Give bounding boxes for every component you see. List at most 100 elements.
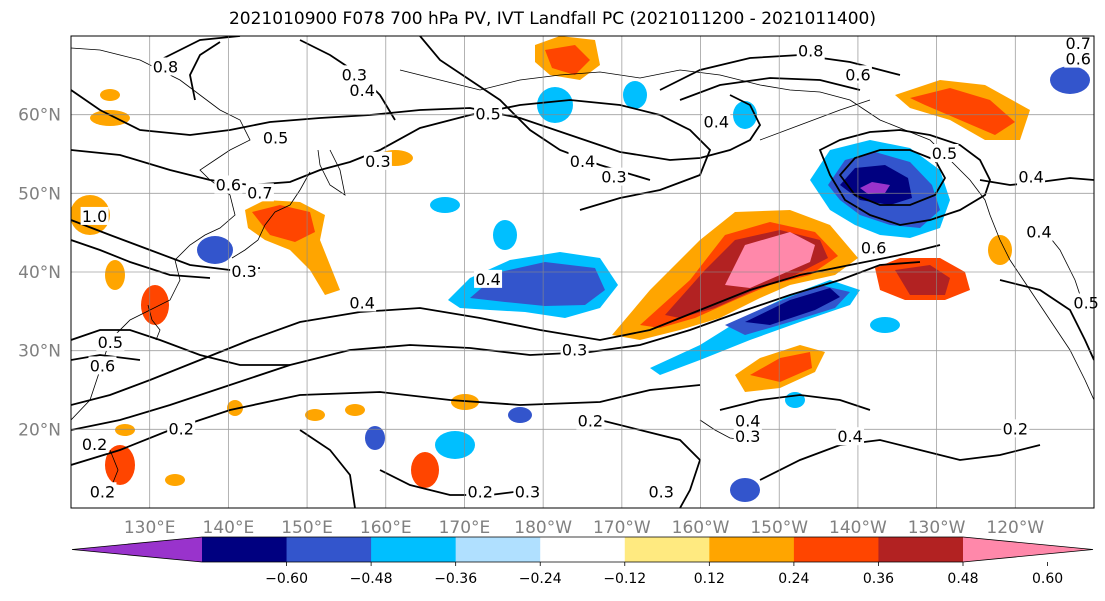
contour-label-bg — [560, 340, 589, 359]
negative-anomaly-area — [745, 288, 840, 325]
contour-label-bg — [96, 332, 125, 351]
contour-label-bg — [80, 206, 109, 225]
contour-label-bg — [1064, 49, 1093, 68]
longitude-labels: 130°E 140°E 150°E 160°E 170°E 180°W 170°W 160°W… — [124, 518, 1045, 538]
lon-tick-label: 170°W — [593, 518, 651, 538]
colorbar-segment — [624, 537, 710, 562]
contour-label: 0.4 — [704, 113, 729, 132]
contour-label: 0.5 — [475, 105, 500, 124]
contour-label-bg — [363, 151, 392, 170]
contour-label: 0.6 — [216, 175, 241, 194]
contour-label: 0.2 — [168, 419, 193, 438]
lat-tick-label: 60°N — [18, 106, 61, 126]
lat-tick-label: 20°N — [18, 420, 61, 440]
contour-label-bg — [340, 65, 369, 84]
colorbar-tick-label: −0.12 — [603, 571, 646, 587]
contour-label: 0.4 — [1026, 223, 1051, 242]
map-title: 2021010900 F078 700 hPa PV, IVT Landfall… — [228, 9, 876, 29]
colorbar-tick-label: −0.60 — [265, 571, 308, 587]
contour-label-bg — [261, 128, 290, 147]
pv-contours — [71, 36, 1094, 508]
contour-label-bg — [151, 57, 180, 76]
lat-tick-label: 50°N — [18, 184, 61, 204]
contour-label-bg — [80, 435, 109, 454]
negative-anomaly-area — [860, 182, 890, 194]
colorbar-tick-label: −0.24 — [519, 571, 562, 587]
contour-label-bg — [88, 356, 117, 375]
negative-anomaly-area — [470, 262, 605, 306]
contour-label-bg — [599, 167, 628, 186]
colorbar-tick-label: −0.36 — [434, 571, 477, 587]
contour-label: 0.5 — [263, 128, 288, 147]
colorbar-segment — [540, 537, 626, 562]
contour-label-bg — [796, 41, 825, 60]
lon-tick-label: 160°W — [672, 518, 730, 538]
contour-label-bg — [1024, 222, 1053, 241]
contour-label: 0.8 — [153, 57, 178, 76]
colorbar-outline — [71, 536, 1094, 563]
contour-label: 0.3 — [648, 482, 673, 501]
lon-tick-label: 140°E — [203, 518, 255, 538]
contour-label: 0.5 — [1073, 293, 1098, 312]
positive-anomaly-area — [750, 352, 812, 382]
contour-label: 0.7 — [247, 183, 272, 202]
contour-label: 0.3 — [601, 168, 626, 187]
colorbar-segment — [709, 537, 795, 562]
lon-tick-label: 120°W — [986, 518, 1044, 538]
colorbar-segment — [202, 537, 288, 562]
lat-tick-label: 30°N — [18, 342, 61, 362]
colorbar-segment — [793, 537, 879, 562]
colorbar-extend-low — [72, 537, 202, 562]
contour-label: 0.6 — [845, 65, 870, 84]
contour-label-bg — [1017, 167, 1046, 186]
contour-label-bg — [843, 65, 872, 84]
colorbar-tick-label: 0.36 — [863, 571, 894, 587]
colorbar-extend-high — [963, 537, 1093, 562]
lon-tick-label: 170°E — [439, 518, 491, 538]
contour-label-bg — [466, 482, 495, 501]
contour-label-bg — [348, 81, 377, 100]
lon-tick-label: 130°E — [124, 518, 176, 538]
lon-tick-label: 180°W — [514, 518, 572, 538]
contour-label-bg — [474, 104, 503, 123]
contour-label-bg — [647, 482, 676, 501]
contour-label: 0.8 — [798, 42, 823, 61]
colorbar-tick-label: 0.24 — [778, 571, 809, 587]
contour-label-bg — [859, 238, 888, 257]
contour-label-bg — [733, 427, 762, 446]
positive-anomaly-area — [545, 45, 590, 75]
colorbar-tick-label: 0.60 — [1032, 571, 1063, 587]
contour-label: 0.3 — [515, 482, 540, 501]
contour-label: 0.2 — [1003, 419, 1028, 438]
contour-label: 0.2 — [82, 435, 107, 454]
contour-label: 0.3 — [562, 341, 587, 360]
contour-label: 0.4 — [349, 81, 374, 100]
contour-label-bg — [230, 262, 259, 280]
contour-label: 0.3 — [365, 152, 390, 171]
contour-label: 0.6 — [861, 238, 886, 257]
contour-label-bg — [568, 151, 597, 170]
colorbar-tick-label: 0.48 — [947, 571, 978, 587]
colorbar-tick-label: 0.12 — [694, 571, 725, 587]
contour-label: 0.6 — [90, 356, 115, 375]
contour-label-bg — [836, 427, 865, 446]
contour-label: 0.2 — [467, 482, 492, 501]
contour-label-bg — [167, 419, 196, 438]
contour-label-bg — [1001, 419, 1030, 438]
lon-tick-label: 160°E — [360, 518, 412, 538]
contour-label-bg — [930, 144, 959, 162]
lat-tick-label: 40°N — [18, 263, 61, 283]
positive-anomaly-area — [725, 232, 815, 288]
lon-tick-label: 150°W — [750, 518, 808, 538]
contour-label-bg — [245, 183, 274, 202]
contour-label-bg — [1064, 33, 1093, 52]
contour-label: 0.4 — [349, 293, 374, 312]
lon-tick-label: 140°W — [829, 518, 887, 538]
contour-label: 0.5 — [98, 333, 123, 352]
latitude-labels: 20°N 30°N 40°N 50°N 60°N — [18, 106, 61, 441]
map-frame — [70, 35, 1095, 509]
colorbar-segment — [878, 537, 964, 562]
lon-tick-label: 150°E — [281, 518, 333, 538]
contour-label: 0.4 — [570, 152, 595, 171]
